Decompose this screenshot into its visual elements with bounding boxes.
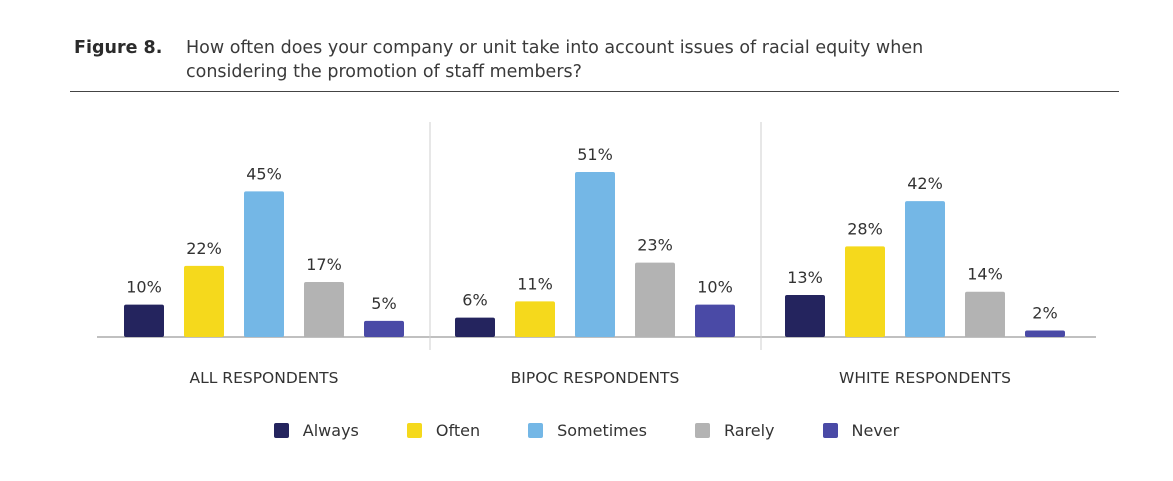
data-label-never-group-2: 10%: [697, 278, 733, 297]
data-label-never-group-3: 2%: [1032, 304, 1057, 323]
data-label-always-group-3: 13%: [787, 268, 823, 287]
legend-item-never: Never: [822, 421, 900, 440]
legend-swatch-often: [406, 423, 422, 438]
bar-never-group-1: [364, 320, 404, 337]
figure-title-line2: considering the promotion of staff membe…: [186, 62, 582, 82]
data-label-often-group-2: 11%: [517, 274, 553, 293]
data-label-often-group-1: 22%: [186, 239, 222, 258]
chart-legend: Always Often Sometimes Rarely Never: [0, 421, 1173, 440]
group-label-3: WHITE RESPONDENTS: [839, 369, 1011, 387]
data-label-sometimes-group-1: 45%: [246, 164, 282, 183]
bar-always-group-3: [785, 294, 825, 337]
legend-item-always: Always: [273, 421, 359, 440]
data-label-never-group-1: 5%: [371, 294, 396, 313]
legend-swatch-rarely: [694, 423, 710, 438]
legend-label-never: Never: [851, 421, 900, 440]
figure-title: Figure 8. How often does your company or …: [74, 36, 1124, 84]
legend-swatch-sometimes: [528, 423, 544, 438]
data-label-always-group-2: 6%: [462, 291, 487, 310]
bar-often-group-1: [184, 265, 224, 337]
figure-label: Figure 8.: [74, 38, 163, 58]
legend-swatch-always: [273, 423, 289, 438]
data-label-sometimes-group-2: 51%: [577, 145, 613, 164]
bar-always-group-1: [124, 304, 164, 337]
data-label-always-group-1: 10%: [126, 278, 162, 297]
data-label-rarely-group-2: 23%: [637, 236, 673, 255]
data-label-rarely-group-3: 14%: [967, 265, 1003, 284]
legend-label-always: Always: [302, 421, 359, 440]
legend-item-often: Often: [406, 421, 481, 440]
bar-never-group-3: [1025, 330, 1065, 337]
data-label-sometimes-group-3: 42%: [907, 174, 943, 193]
bar-sometimes-group-2: [575, 172, 615, 337]
bar-rarely-group-2: [635, 262, 675, 337]
bar-sometimes-group-3: [905, 201, 945, 337]
bar-sometimes-group-1: [244, 191, 284, 337]
legend-swatch-never: [822, 423, 838, 438]
data-label-rarely-group-1: 17%: [306, 255, 342, 274]
group-label-2: BIPOC RESPONDENTS: [511, 369, 680, 387]
legend-item-sometimes: Sometimes: [528, 421, 647, 440]
bar-always-group-2: [455, 317, 495, 337]
bar-rarely-group-3: [965, 291, 1005, 337]
data-label-often-group-3: 28%: [847, 219, 883, 238]
figure-title-line1: How often does your company or unit take…: [186, 38, 924, 58]
bar-often-group-3: [845, 246, 885, 337]
group-label-1: ALL RESPONDENTS: [190, 369, 339, 387]
legend-item-rarely: Rarely: [694, 421, 775, 440]
legend-label-sometimes: Sometimes: [557, 421, 647, 440]
bar-often-group-2: [515, 301, 555, 337]
legend-label-rarely: Rarely: [723, 421, 775, 440]
title-rule: [70, 91, 1119, 92]
legend-label-often: Often: [435, 421, 481, 440]
bar-never-group-2: [695, 304, 735, 337]
bar-rarely-group-1: [304, 282, 344, 337]
